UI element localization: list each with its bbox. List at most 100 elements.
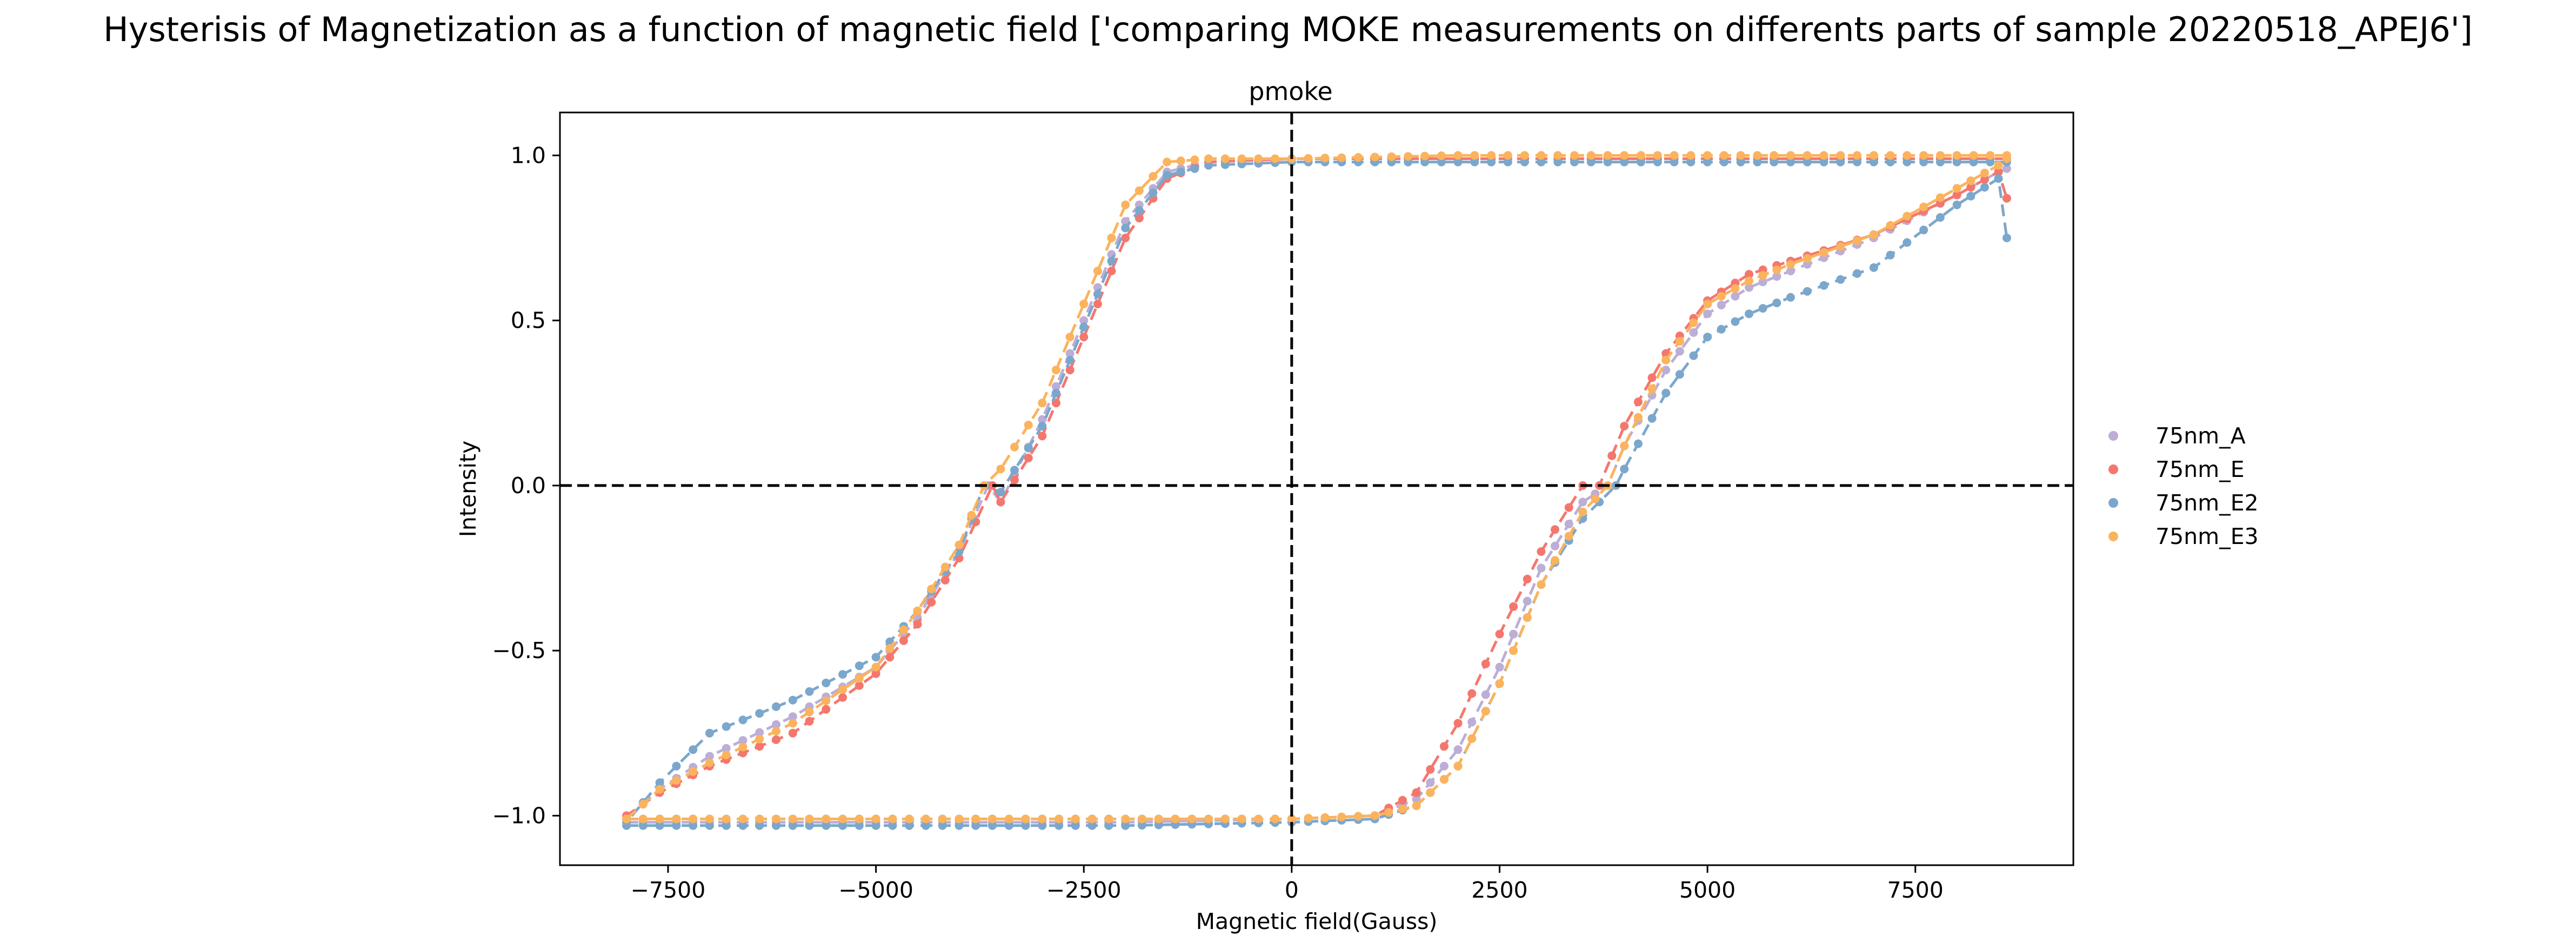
data-point bbox=[1537, 580, 1546, 589]
data-point bbox=[1204, 154, 1213, 163]
data-point bbox=[1919, 151, 1928, 160]
data-point bbox=[1437, 151, 1446, 160]
data-point bbox=[1853, 269, 1861, 278]
data-point bbox=[1994, 174, 2003, 183]
data-point bbox=[1686, 151, 1696, 160]
data-point bbox=[1745, 270, 1753, 279]
data-point bbox=[1936, 213, 1945, 222]
legend-label: 75nm_E3 bbox=[2155, 523, 2259, 549]
data-point bbox=[1412, 788, 1421, 797]
data-point bbox=[1717, 324, 1726, 334]
data-point bbox=[1220, 814, 1230, 824]
data-point bbox=[1107, 256, 1116, 266]
data-point bbox=[1994, 161, 2003, 170]
data-point bbox=[1038, 821, 1047, 830]
data-point bbox=[1836, 242, 1845, 251]
data-point bbox=[1919, 202, 1928, 211]
plot-frame bbox=[559, 111, 2074, 866]
data-point bbox=[1603, 151, 1612, 160]
data-point bbox=[1886, 157, 1895, 167]
data-point bbox=[1520, 151, 1529, 160]
legend-marker bbox=[2108, 431, 2118, 441]
data-point bbox=[672, 821, 681, 830]
legend-label: 75nm_E2 bbox=[2155, 490, 2259, 516]
data-point bbox=[788, 728, 797, 738]
data-point bbox=[1952, 184, 1961, 193]
data-point bbox=[1952, 151, 1961, 160]
data-point bbox=[772, 821, 780, 830]
data-point bbox=[1467, 734, 1477, 743]
data-point bbox=[1087, 821, 1097, 830]
data-point bbox=[1745, 276, 1753, 286]
data-point bbox=[1620, 151, 1629, 160]
data-point bbox=[1370, 811, 1379, 820]
data-point bbox=[788, 712, 797, 721]
data-point bbox=[871, 814, 880, 824]
data-point bbox=[1121, 814, 1130, 824]
data-point bbox=[1703, 151, 1712, 160]
data-point bbox=[805, 814, 814, 824]
data-point bbox=[1537, 151, 1546, 160]
data-point bbox=[1952, 157, 1961, 167]
data-point bbox=[1495, 662, 1504, 672]
data-point bbox=[689, 767, 698, 776]
data-point bbox=[1163, 157, 1172, 167]
legend-label: 75nm_E bbox=[2155, 456, 2245, 482]
data-point bbox=[1398, 795, 1407, 805]
data-point bbox=[1903, 151, 1912, 160]
data-point bbox=[971, 821, 980, 830]
data-point bbox=[638, 821, 648, 830]
data-point bbox=[1758, 277, 1767, 287]
data-point bbox=[1703, 157, 1712, 167]
data-point bbox=[1952, 200, 1961, 209]
data-point bbox=[1481, 707, 1490, 716]
data-point bbox=[1154, 814, 1163, 824]
y-axis-label: Intensity bbox=[455, 441, 481, 537]
data-point bbox=[1647, 384, 1657, 393]
data-point bbox=[638, 814, 648, 824]
data-point bbox=[722, 722, 731, 731]
data-point bbox=[1021, 821, 1030, 830]
data-point bbox=[899, 625, 908, 634]
series-line bbox=[626, 176, 2008, 827]
data-point bbox=[1137, 814, 1146, 824]
data-point bbox=[988, 821, 997, 830]
data-point bbox=[772, 814, 780, 824]
data-point bbox=[913, 606, 922, 615]
data-point bbox=[1187, 814, 1197, 824]
data-point bbox=[722, 821, 731, 830]
x-axis-label: Magnetic field(Gauss) bbox=[1196, 908, 1438, 934]
series-75nm_A bbox=[622, 154, 2011, 827]
data-point bbox=[1836, 157, 1845, 167]
data-point bbox=[1578, 507, 1587, 516]
data-point bbox=[1670, 151, 1679, 160]
data-point bbox=[1620, 464, 1629, 474]
data-point bbox=[1703, 333, 1712, 342]
data-point bbox=[1969, 151, 1978, 160]
data-point bbox=[1420, 151, 1429, 161]
data-point bbox=[2002, 154, 2011, 163]
data-point bbox=[1503, 151, 1512, 160]
data-point bbox=[1487, 157, 1496, 167]
series-line bbox=[625, 154, 2007, 820]
data-point bbox=[1024, 454, 1033, 462]
data-point bbox=[2002, 164, 2011, 173]
data-point bbox=[871, 821, 880, 830]
data-point bbox=[1287, 814, 1296, 824]
data-point bbox=[1986, 157, 1995, 167]
data-point bbox=[1470, 157, 1479, 167]
data-point bbox=[899, 636, 908, 645]
data-point bbox=[1986, 151, 1995, 160]
data-point bbox=[955, 814, 964, 824]
data-point bbox=[1786, 151, 1795, 160]
data-point bbox=[1439, 742, 1449, 751]
data-point bbox=[1204, 161, 1213, 170]
data-point bbox=[1384, 808, 1393, 817]
data-point bbox=[1772, 298, 1781, 308]
data-point bbox=[1010, 466, 1019, 475]
data-point bbox=[1886, 221, 1895, 230]
data-point bbox=[1079, 316, 1089, 325]
data-point bbox=[1689, 328, 1698, 337]
data-point bbox=[738, 736, 748, 745]
data-point bbox=[755, 814, 764, 824]
